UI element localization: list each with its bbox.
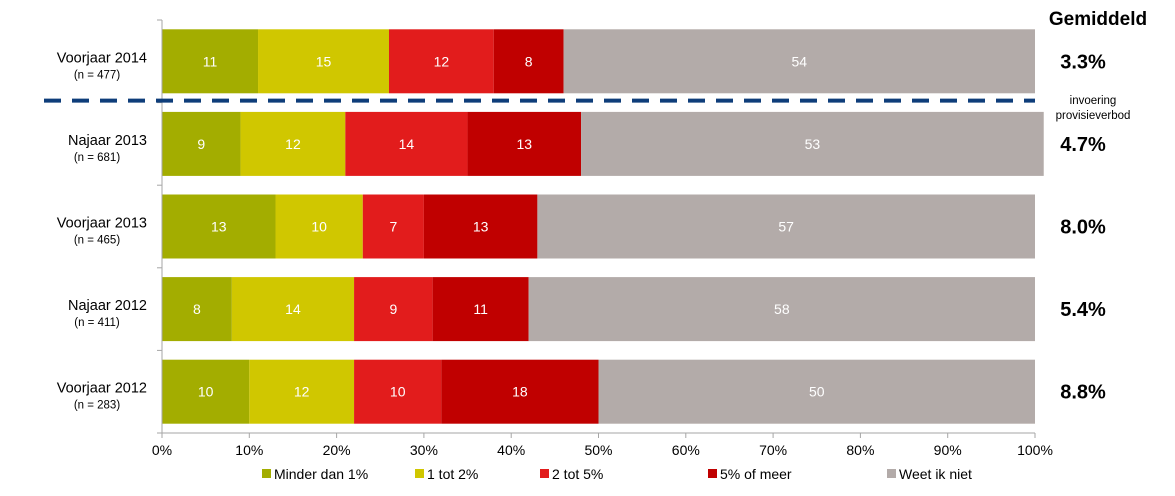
data-label: 9 xyxy=(389,301,397,317)
data-label: 18 xyxy=(512,384,528,400)
data-label: 13 xyxy=(211,219,227,235)
data-label: 7 xyxy=(389,219,397,235)
bar-segment xyxy=(563,29,1035,94)
average-value: 8.8% xyxy=(1060,382,1106,404)
average-value: 8.0% xyxy=(1060,217,1106,239)
data-label: 15 xyxy=(316,53,332,69)
bar-segment xyxy=(493,29,564,94)
data-label: 12 xyxy=(285,136,301,152)
bar-segment xyxy=(467,111,582,176)
bar-segment xyxy=(441,359,599,424)
category-sample-size: (n = 283) xyxy=(74,400,121,412)
data-label: 11 xyxy=(203,53,218,69)
legend: Minder dan 1% 1 tot 2% 2 tot 5% 5% of meer W… xyxy=(262,466,972,482)
data-label: 11 xyxy=(473,301,488,317)
bar-segment xyxy=(362,194,424,259)
category-label: Najaar 2013 xyxy=(68,133,147,149)
x-tick-label: 90% xyxy=(934,442,962,458)
legend-swatch xyxy=(262,469,271,478)
x-tick-label: 30% xyxy=(410,442,438,458)
average-value: 4.7% xyxy=(1060,134,1106,156)
bar-segment xyxy=(258,29,389,94)
legend-label: 1 tot 2% xyxy=(427,466,478,482)
data-label: 12 xyxy=(294,384,310,400)
x-tick-label: 20% xyxy=(323,442,351,458)
category-sample-size: (n = 411) xyxy=(74,317,120,329)
category-labels: Voorjaar 2014 (n = 477) Najaar 2013 (n = 68… xyxy=(57,50,147,411)
legend-swatch xyxy=(708,469,717,478)
bar-segment xyxy=(162,29,259,94)
bar-segment xyxy=(354,359,442,424)
bar-segment xyxy=(598,359,1035,424)
legend-label: 5% of meer xyxy=(720,466,792,482)
data-label: 57 xyxy=(778,219,794,235)
category-label: Voorjaar 2013 xyxy=(57,216,147,232)
x-tick-label: 80% xyxy=(846,442,874,458)
average-value: 3.3% xyxy=(1060,51,1106,73)
bar-segment xyxy=(432,277,529,342)
bar-segment xyxy=(581,111,1044,176)
legend-swatch xyxy=(540,469,549,478)
bar-segment xyxy=(388,29,494,94)
data-label: 13 xyxy=(517,136,533,152)
x-tick-label: 100% xyxy=(1017,442,1053,458)
bar-segment xyxy=(537,194,1035,259)
annotation-line-2: provisieverbod xyxy=(1056,110,1131,122)
data-label: 12 xyxy=(434,53,450,69)
bar-segment xyxy=(231,277,355,342)
x-tick-label: 70% xyxy=(759,442,787,458)
bar-segment xyxy=(162,359,250,424)
x-tick-label: 10% xyxy=(235,442,263,458)
annotation: invoering provisieverbod xyxy=(44,95,1130,122)
bar-segment xyxy=(240,111,346,176)
category-label: Voorjaar 2014 xyxy=(57,50,147,66)
bar-segment xyxy=(345,111,468,176)
data-label: 50 xyxy=(809,384,825,400)
category-sample-size: (n = 681) xyxy=(74,152,121,164)
legend-label: Minder dan 1% xyxy=(274,466,368,482)
data-label: 58 xyxy=(774,301,790,317)
data-label: 8 xyxy=(193,301,201,317)
bar-segment xyxy=(249,359,355,424)
x-tick-label: 0% xyxy=(152,442,172,458)
bar-segment xyxy=(423,194,538,259)
data-label: 8 xyxy=(525,53,533,69)
data-label: 10 xyxy=(390,384,406,400)
data-label: 13 xyxy=(473,219,489,235)
annotation-line-1: invoering xyxy=(1070,95,1117,107)
bar-segment xyxy=(162,194,276,259)
data-label: 10 xyxy=(311,219,327,235)
x-tick-label: 60% xyxy=(672,442,700,458)
data-label: 9 xyxy=(197,136,205,152)
data-label: 54 xyxy=(792,53,808,69)
bar-segment xyxy=(528,277,1035,342)
data-label: 53 xyxy=(805,136,821,152)
legend-label: Weet ik niet xyxy=(899,466,972,482)
legend-swatch xyxy=(415,469,424,478)
legend-swatch xyxy=(887,469,896,478)
legend-label: 2 tot 5% xyxy=(552,466,603,482)
bars-layer: 11 15 12 8 54 9 12 14 13 53 13 10 7 13 57 8 14 9 11 58 10 12 1… xyxy=(162,29,1044,424)
bar-segment xyxy=(275,194,363,259)
category-sample-size: (n = 465) xyxy=(74,235,121,247)
data-label: 10 xyxy=(198,384,214,400)
category-label: Voorjaar 2012 xyxy=(57,381,147,397)
category-sample-size: (n = 477) xyxy=(74,69,121,81)
data-label: 14 xyxy=(399,136,415,152)
x-tick-label: 50% xyxy=(584,442,612,458)
category-label: Najaar 2012 xyxy=(68,298,147,314)
axes-layer: 0% 10% 20% 30% 40% 50% 60% 70% 80% 90% 100% xyxy=(152,19,1053,458)
bar-segment xyxy=(162,277,232,342)
data-label: 14 xyxy=(285,301,301,317)
average-column-title: Gemiddeld xyxy=(1049,9,1147,30)
bar-segment xyxy=(354,277,433,342)
average-value: 5.4% xyxy=(1060,299,1106,321)
average-column: Gemiddeld 3.3% 4.7% 8.0% 5.4% 8.8% xyxy=(1049,9,1147,404)
x-tick-label: 40% xyxy=(497,442,525,458)
bar-segment xyxy=(162,111,241,176)
